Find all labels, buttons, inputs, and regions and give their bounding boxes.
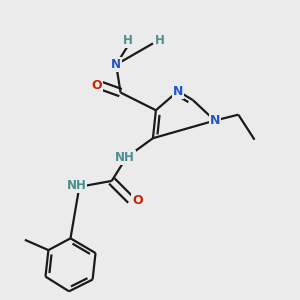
Text: O: O — [92, 79, 102, 92]
Text: O: O — [132, 194, 143, 207]
Text: N: N — [111, 58, 121, 71]
Text: NH: NH — [67, 179, 86, 192]
Text: N: N — [173, 85, 183, 98]
Text: H: H — [123, 34, 133, 47]
Text: NH: NH — [115, 151, 135, 164]
Text: H: H — [154, 34, 164, 47]
Text: N: N — [210, 114, 220, 127]
